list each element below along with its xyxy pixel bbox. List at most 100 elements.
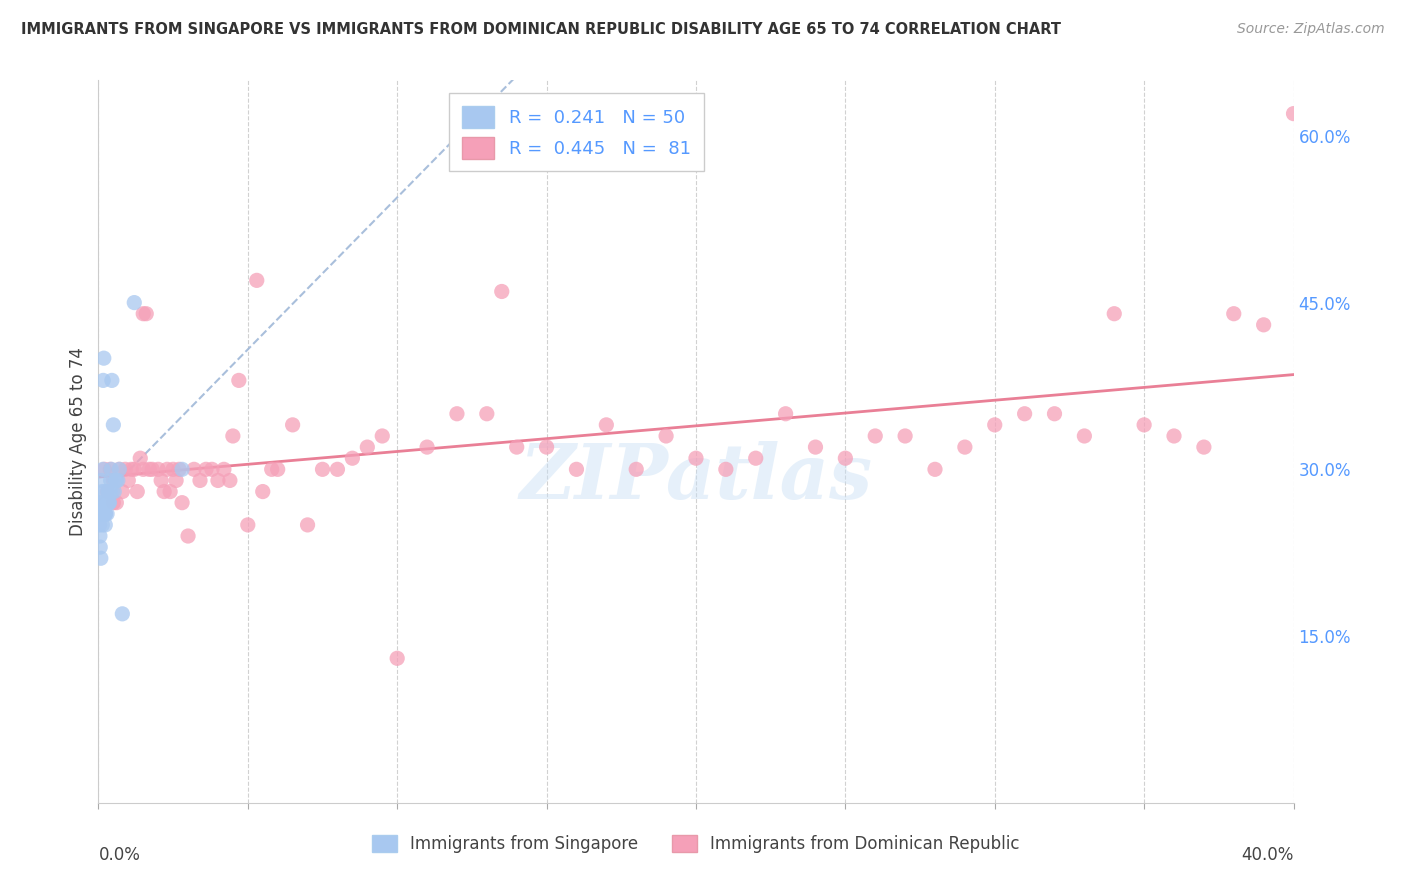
Point xyxy=(90,474,112,488)
Point xyxy=(105,496,128,510)
Point xyxy=(91,496,114,510)
Text: 0.0%: 0.0% xyxy=(98,847,141,864)
Point xyxy=(775,407,797,421)
Point xyxy=(1253,318,1275,332)
Point xyxy=(94,517,117,532)
Point xyxy=(207,474,229,488)
Point xyxy=(150,474,173,488)
Point xyxy=(107,474,129,488)
Point xyxy=(93,462,115,476)
Point xyxy=(953,440,976,454)
Text: ZIPatlas: ZIPatlas xyxy=(519,441,873,515)
Point xyxy=(165,474,187,488)
Point xyxy=(104,474,127,488)
Point xyxy=(172,462,194,476)
Point xyxy=(1223,307,1246,321)
Point xyxy=(89,517,111,532)
Point xyxy=(252,484,274,499)
Point xyxy=(89,507,111,521)
Point xyxy=(595,417,617,432)
Point xyxy=(1073,429,1095,443)
Point xyxy=(159,484,181,499)
Point xyxy=(311,462,333,476)
Point xyxy=(1192,440,1215,454)
Point xyxy=(97,484,120,499)
Point xyxy=(132,307,155,321)
Point xyxy=(167,462,190,476)
Point xyxy=(236,517,259,532)
Point xyxy=(90,507,112,521)
Point xyxy=(1014,407,1036,421)
Point xyxy=(356,440,378,454)
Point xyxy=(183,462,205,476)
Point xyxy=(91,517,114,532)
Point xyxy=(212,462,235,476)
Point xyxy=(98,484,121,499)
Point xyxy=(97,496,120,510)
Point xyxy=(96,496,118,510)
Point xyxy=(342,451,364,466)
Point xyxy=(96,496,118,510)
Text: IMMIGRANTS FROM SINGAPORE VS IMMIGRANTS FROM DOMINICAN REPUBLIC DISABILITY AGE 6: IMMIGRANTS FROM SINGAPORE VS IMMIGRANTS … xyxy=(21,22,1062,37)
Point xyxy=(156,462,179,476)
Point xyxy=(94,496,117,510)
Point xyxy=(685,451,707,466)
Point xyxy=(984,417,1007,432)
Point xyxy=(91,462,114,476)
Point xyxy=(385,651,409,665)
Text: 40.0%: 40.0% xyxy=(1241,847,1294,864)
Point xyxy=(924,462,946,476)
Point xyxy=(96,496,118,510)
Point xyxy=(219,474,242,488)
Point xyxy=(260,462,283,476)
Point xyxy=(89,540,111,554)
Point xyxy=(98,496,121,510)
Point xyxy=(90,551,112,566)
Point xyxy=(153,484,176,499)
Y-axis label: Disability Age 65 to 74: Disability Age 65 to 74 xyxy=(69,347,87,536)
Point xyxy=(228,373,250,387)
Point xyxy=(536,440,558,454)
Point xyxy=(138,462,160,476)
Point xyxy=(94,507,117,521)
Text: Source: ZipAtlas.com: Source: ZipAtlas.com xyxy=(1237,22,1385,37)
Point xyxy=(93,484,115,499)
Point xyxy=(714,462,737,476)
Point xyxy=(94,507,117,521)
Point xyxy=(371,429,394,443)
Point xyxy=(506,440,529,454)
Point xyxy=(91,484,114,499)
Point xyxy=(96,484,118,499)
Point xyxy=(491,285,513,299)
Point xyxy=(94,507,117,521)
Point xyxy=(98,484,121,499)
Point xyxy=(97,496,120,510)
Point xyxy=(326,462,349,476)
Point xyxy=(89,529,111,543)
Point xyxy=(745,451,768,466)
Point xyxy=(446,407,468,421)
Point xyxy=(475,407,498,421)
Point xyxy=(565,462,588,476)
Point xyxy=(416,440,439,454)
Point xyxy=(97,496,120,510)
Point xyxy=(834,451,856,466)
Point xyxy=(114,462,136,476)
Point xyxy=(100,474,122,488)
Point xyxy=(1133,417,1156,432)
Point xyxy=(108,462,131,476)
Point xyxy=(96,496,118,510)
Point xyxy=(162,462,184,476)
Point xyxy=(1043,407,1066,421)
Point xyxy=(141,462,163,476)
Point xyxy=(103,484,125,499)
Point xyxy=(105,474,128,488)
Point xyxy=(87,496,110,510)
Point xyxy=(93,496,115,510)
Point xyxy=(1282,106,1305,120)
Point xyxy=(103,496,125,510)
Point xyxy=(297,517,319,532)
Point xyxy=(188,474,211,488)
Legend: Immigrants from Singapore, Immigrants from Dominican Republic: Immigrants from Singapore, Immigrants fr… xyxy=(366,828,1026,860)
Point xyxy=(195,462,218,476)
